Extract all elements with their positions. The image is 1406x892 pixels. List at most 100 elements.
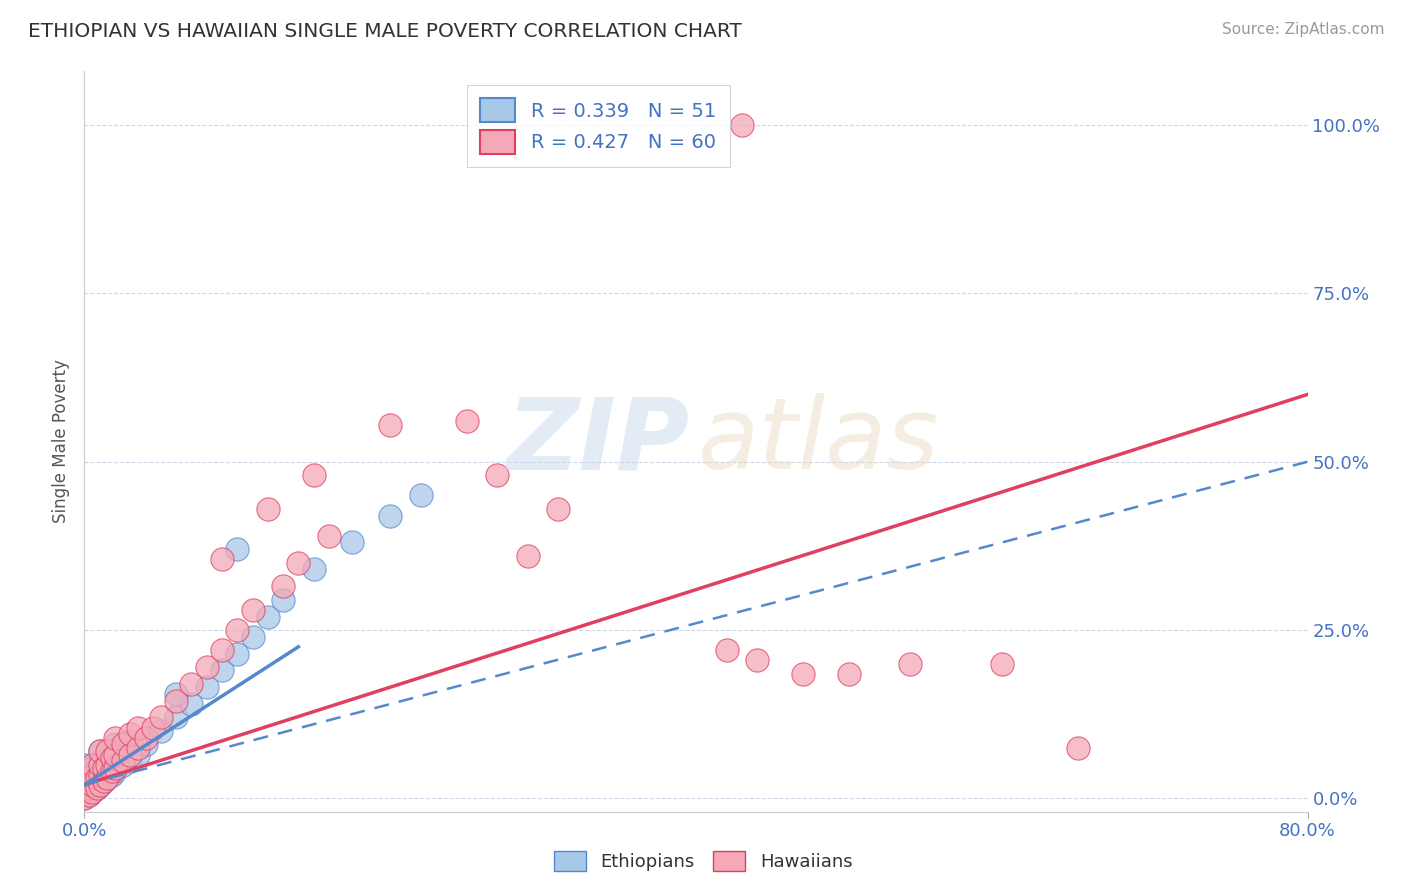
Point xyxy=(716,643,738,657)
Point xyxy=(96,771,118,785)
Point xyxy=(86,781,108,796)
Point xyxy=(318,529,340,543)
Point xyxy=(898,657,921,671)
Point xyxy=(86,771,108,785)
Point xyxy=(731,118,754,132)
Point xyxy=(77,781,100,796)
Point xyxy=(73,791,96,805)
Point xyxy=(287,556,309,570)
Point xyxy=(89,757,111,772)
Point xyxy=(93,764,115,779)
Point xyxy=(380,508,402,523)
Point xyxy=(96,761,118,775)
Point xyxy=(302,468,325,483)
Point xyxy=(547,501,569,516)
Legend: R = 0.339   N = 51, R = 0.427   N = 60: R = 0.339 N = 51, R = 0.427 N = 60 xyxy=(467,85,730,167)
Point xyxy=(195,680,218,694)
Point xyxy=(77,774,100,789)
Point xyxy=(89,767,111,781)
Point xyxy=(165,687,187,701)
Point xyxy=(120,754,142,768)
Point xyxy=(111,754,134,768)
Text: ZIP: ZIP xyxy=(506,393,689,490)
Point xyxy=(89,754,111,768)
Point xyxy=(104,764,127,779)
Point xyxy=(242,603,264,617)
Point xyxy=(104,738,127,752)
Point xyxy=(409,488,432,502)
Point xyxy=(89,778,111,792)
Point xyxy=(80,784,103,798)
Point xyxy=(226,647,249,661)
Point xyxy=(1067,740,1090,755)
Point xyxy=(89,771,111,785)
Point xyxy=(111,757,134,772)
Text: Source: ZipAtlas.com: Source: ZipAtlas.com xyxy=(1222,22,1385,37)
Point xyxy=(226,623,249,637)
Point xyxy=(226,542,249,557)
Point xyxy=(80,784,103,798)
Point xyxy=(516,549,538,563)
Point xyxy=(77,781,100,796)
Point xyxy=(73,784,96,798)
Text: ETHIOPIAN VS HAWAIIAN SINGLE MALE POVERTY CORRELATION CHART: ETHIOPIAN VS HAWAIIAN SINGLE MALE POVERT… xyxy=(28,22,742,41)
Point xyxy=(89,764,111,779)
Point xyxy=(89,744,111,758)
Point xyxy=(142,721,165,735)
Point xyxy=(101,751,124,765)
Point xyxy=(96,751,118,765)
Point xyxy=(80,778,103,792)
Point xyxy=(93,761,115,775)
Point xyxy=(73,778,96,792)
Point xyxy=(120,747,142,762)
Text: atlas: atlas xyxy=(697,393,939,490)
Point xyxy=(792,666,814,681)
Point xyxy=(89,744,111,758)
Point xyxy=(77,774,100,789)
Point xyxy=(101,764,124,779)
Point xyxy=(104,761,127,775)
Legend: Ethiopians, Hawaiians: Ethiopians, Hawaiians xyxy=(547,844,859,879)
Point xyxy=(271,592,294,607)
Point xyxy=(838,666,860,681)
Point xyxy=(96,757,118,772)
Point xyxy=(80,761,103,775)
Point xyxy=(257,609,280,624)
Point xyxy=(73,791,96,805)
Point xyxy=(165,694,187,708)
Point xyxy=(135,731,157,745)
Point xyxy=(104,747,127,762)
Point xyxy=(101,754,124,768)
Point xyxy=(747,653,769,667)
Point xyxy=(211,552,233,566)
Point xyxy=(80,778,103,792)
Point xyxy=(73,778,96,792)
Point xyxy=(73,771,96,785)
Point xyxy=(271,579,294,593)
Point xyxy=(127,740,149,755)
Point xyxy=(111,738,134,752)
Point xyxy=(86,774,108,789)
Point xyxy=(149,710,172,724)
Point xyxy=(180,677,202,691)
Point xyxy=(104,731,127,745)
Point xyxy=(86,781,108,796)
Point xyxy=(165,710,187,724)
Y-axis label: Single Male Poverty: Single Male Poverty xyxy=(52,359,70,524)
Point xyxy=(86,764,108,779)
Point xyxy=(211,664,233,678)
Point xyxy=(101,767,124,781)
Point xyxy=(127,747,149,762)
Point xyxy=(486,468,509,483)
Point xyxy=(73,784,96,798)
Point xyxy=(456,414,478,428)
Point xyxy=(340,535,363,549)
Point xyxy=(104,751,127,765)
Point xyxy=(991,657,1014,671)
Point xyxy=(89,778,111,792)
Point xyxy=(77,788,100,802)
Point xyxy=(96,771,118,785)
Point xyxy=(80,757,103,772)
Point xyxy=(93,774,115,789)
Point xyxy=(120,734,142,748)
